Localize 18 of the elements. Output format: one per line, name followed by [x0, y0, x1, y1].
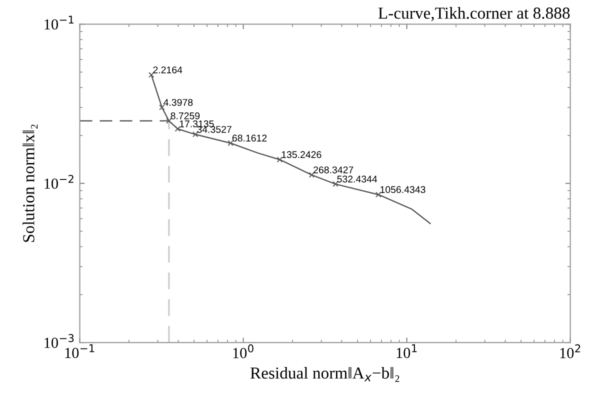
annotation: 532.4344	[337, 176, 378, 183]
annotation: 268.3427	[314, 166, 354, 174]
annotation: 2.2164	[153, 66, 182, 74]
x-axis-title: Residual norm‖A$_{x}$−b‖₂	[250, 366, 400, 382]
y-tick-label: 10$^{−1}$	[44, 16, 74, 30]
y-tick-label: 10$^{−2}$	[44, 174, 74, 189]
chart-title: L-curve,Tikh.corner at 8.888	[378, 7, 570, 22]
annotation: 4.3978	[164, 98, 193, 106]
annotation: 8.7259	[170, 112, 200, 120]
x-tick-label: 10$^{2}$	[560, 344, 580, 358]
annotation: 1056.4343	[380, 186, 426, 194]
annotation: 68.1612	[232, 134, 267, 142]
y-axis-title: Solution norm‖x‖₂	[22, 124, 38, 242]
annotation: 135.2426	[282, 151, 322, 158]
x-tick-label: 10$^{0}$	[233, 344, 254, 358]
annotation: 34.3527	[197, 126, 232, 133]
x-tick-label: 10$^{1}$	[396, 344, 417, 358]
annotation: 17.3135	[180, 120, 214, 128]
